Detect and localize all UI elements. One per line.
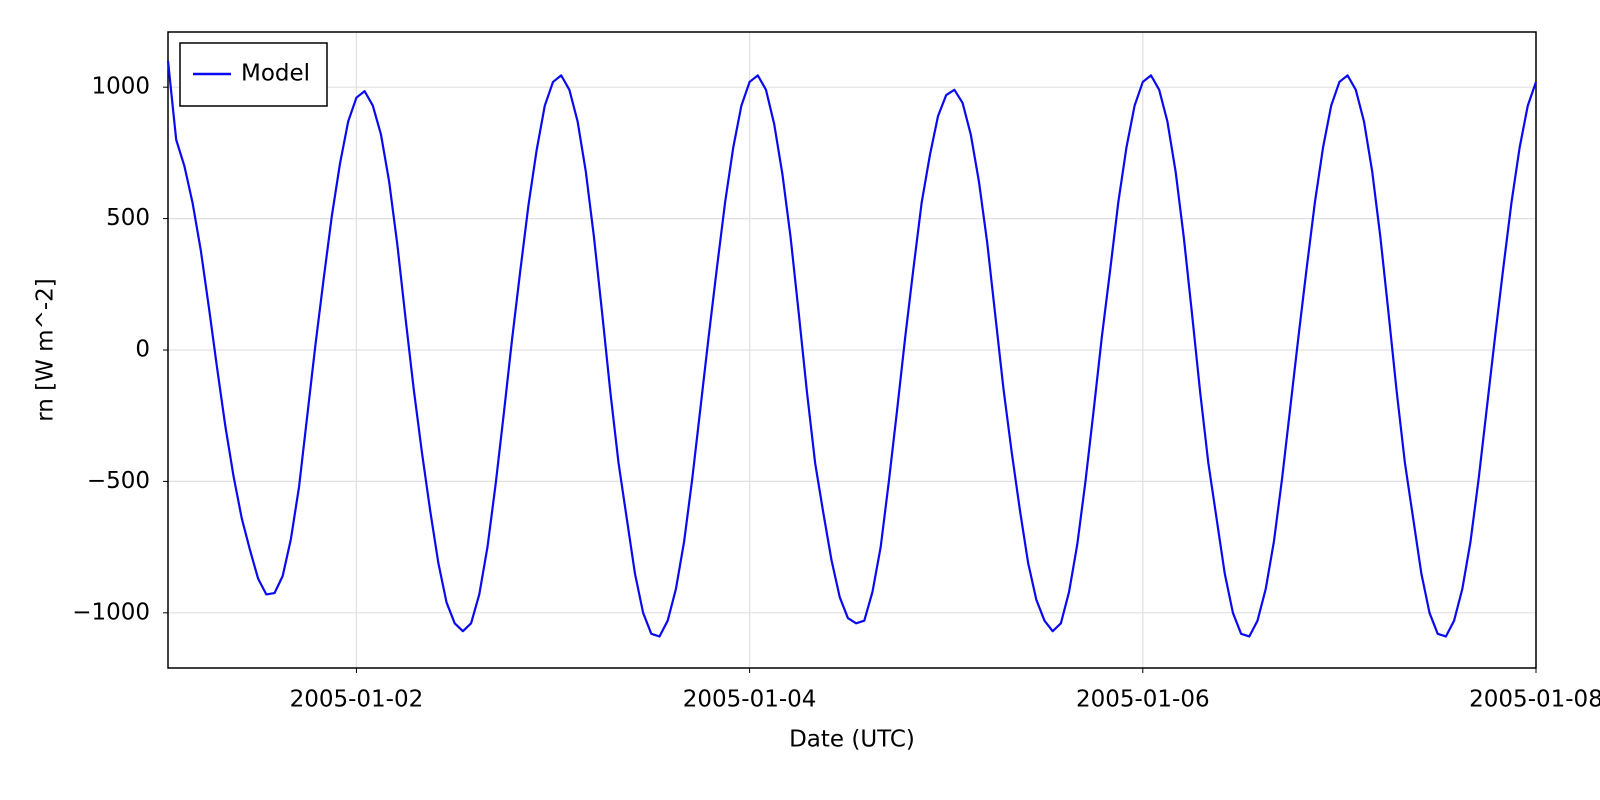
plot-frame [167, 31, 1537, 669]
legend-label: Model [241, 61, 310, 87]
x-tick-label: 2005-01-04 [683, 687, 817, 713]
x-tick-label: 2005-01-02 [290, 687, 424, 713]
line-series [166, 60, 1538, 638]
y-tick-label: −500 [87, 468, 150, 494]
y-tick-label: 1000 [91, 74, 150, 100]
x-tick-label: 2005-01-06 [1076, 687, 1210, 713]
y-axis-title: rn [W m^-2] [33, 278, 59, 422]
y-tick-label: −1000 [72, 599, 150, 625]
y-tick-label: 0 [135, 337, 150, 363]
x-axis-title: Date (UTC) [789, 727, 915, 753]
x-tick-label: 2005-01-08 [1469, 687, 1600, 713]
y-tick-label: 500 [106, 205, 150, 231]
